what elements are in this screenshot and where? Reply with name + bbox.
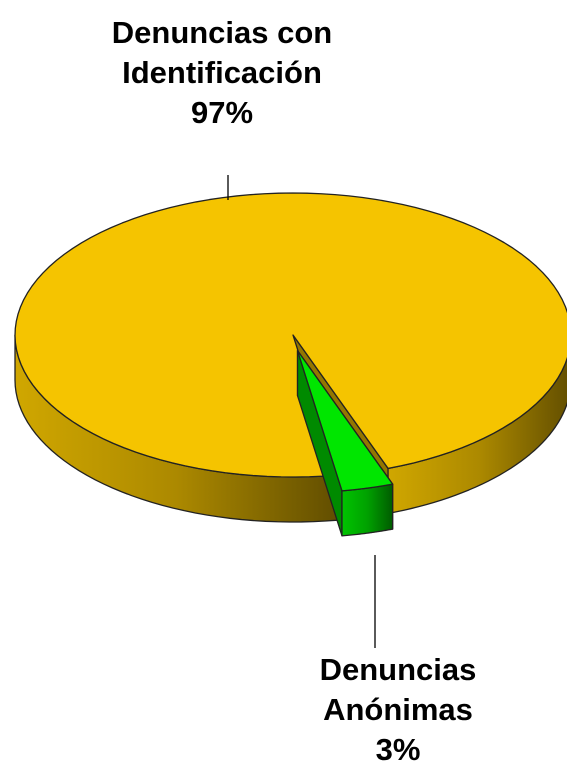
slice-label: Denuncias con Identificación 97% [82, 13, 362, 133]
slice [14, 192, 567, 523]
slice [296, 350, 394, 537]
slice-side [341, 483, 394, 537]
category-label: Denuncias con Identificación [111, 15, 333, 90]
value-label: 97% [190, 95, 254, 130]
value-label: 3% [375, 732, 421, 767]
category-label: Denuncias Anónimas [319, 652, 477, 727]
slice-top [14, 192, 567, 478]
slice-top [296, 350, 394, 492]
slice-label: Denuncias Anónimas 3% [288, 650, 508, 770]
